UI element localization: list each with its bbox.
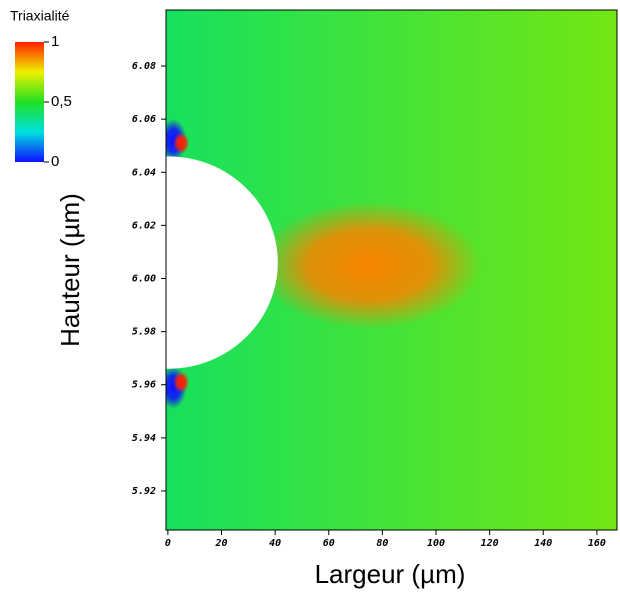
field-peak xyxy=(173,132,190,154)
colorbar xyxy=(15,42,44,162)
colorbar-tick-label: 1 xyxy=(51,33,59,50)
x-tick-label: 0 xyxy=(165,538,171,549)
x-tick-label: 140 xyxy=(534,538,552,549)
field-peak xyxy=(173,371,190,393)
hole xyxy=(166,156,278,369)
x-tick-label: 20 xyxy=(214,538,227,549)
x-tick-label: 60 xyxy=(323,538,335,549)
x-tick-label: 100 xyxy=(427,538,445,549)
x-tick-label: 120 xyxy=(481,538,499,549)
y-tick-label: 6.00 xyxy=(132,273,156,284)
y-tick-label: 6.04 xyxy=(132,167,156,178)
x-tick-label: 80 xyxy=(376,538,388,549)
y-tick-label: 5.94 xyxy=(132,433,156,444)
y-tick-label: 5.98 xyxy=(132,327,156,338)
colorbar-tick-label: 0 xyxy=(51,153,59,170)
x-axis-title: Largeur (µm) xyxy=(315,559,466,589)
x-tick-label: 40 xyxy=(269,538,281,549)
y-tick-label: 5.92 xyxy=(132,486,156,497)
field-peak xyxy=(256,201,482,329)
colorbar-title: Triaxialité xyxy=(10,8,70,24)
y-axis-title: Hauteur (µm) xyxy=(55,193,85,347)
field xyxy=(166,10,617,530)
y-tick-label: 6.02 xyxy=(132,220,156,231)
colorbar-tick-label: 0,5 xyxy=(51,93,72,110)
y-tick-label: 6.06 xyxy=(132,114,156,125)
x-tick-label: 160 xyxy=(588,538,606,549)
y-tick-label: 6.08 xyxy=(132,61,156,72)
y-tick-label: 5.96 xyxy=(132,380,156,391)
plot-frame xyxy=(165,9,618,531)
